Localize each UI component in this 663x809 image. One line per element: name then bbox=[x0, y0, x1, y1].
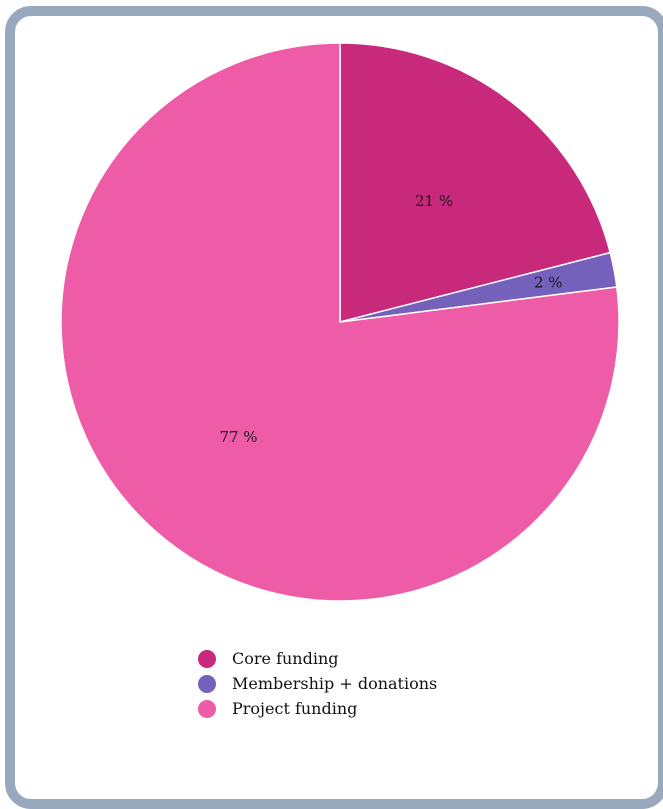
pie-slice-project-funding bbox=[60, 42, 620, 602]
legend-label-project-funding: Project funding bbox=[232, 699, 358, 718]
legend-label-core-funding: Core funding bbox=[232, 649, 339, 668]
pie-slice-core-funding bbox=[339, 42, 612, 323]
legend: Core funding Membership + donations Proj… bbox=[198, 646, 437, 721]
data-label-membership-donations: 2 % bbox=[534, 273, 563, 291]
legend-swatch-project-funding bbox=[198, 699, 216, 718]
data-label-project-funding: 77 % bbox=[219, 428, 257, 446]
legend-item-project-funding: Project funding bbox=[198, 696, 437, 721]
data-label-core-funding: 21 % bbox=[415, 192, 453, 210]
legend-item-membership-donations: Membership + donations bbox=[198, 671, 437, 696]
legend-swatch-core-funding bbox=[198, 649, 216, 668]
legend-item-core-funding: Core funding bbox=[198, 646, 437, 671]
legend-label-membership-donations: Membership + donations bbox=[232, 674, 438, 693]
legend-swatch-membership-donations bbox=[198, 674, 216, 693]
